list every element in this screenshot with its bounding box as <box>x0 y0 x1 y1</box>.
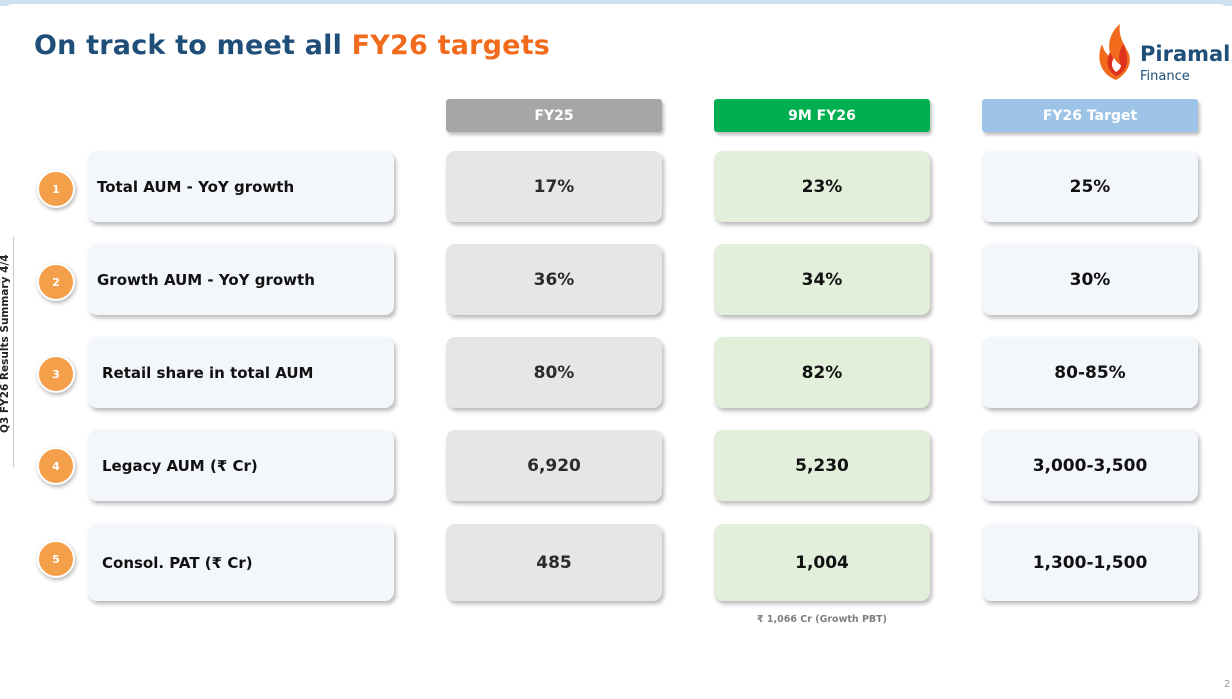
piramal-flame-icon <box>1099 24 1130 80</box>
fy25-value: 6,920 <box>446 430 662 501</box>
row-number-badge: 3 <box>37 355 75 393</box>
side-divider <box>13 237 14 467</box>
piramal-logo: Piramal Finance <box>1094 22 1232 86</box>
row-number-badge: 5 <box>37 540 75 578</box>
fy26-target-value: 3,000-3,500 <box>982 430 1198 501</box>
row-label: Total AUM - YoY growth <box>88 151 394 222</box>
column-header-9m-fy26: 9M FY26 <box>714 99 930 132</box>
title-main: On track to meet all <box>34 30 352 61</box>
fy26-target-value: 80-85% <box>982 337 1198 408</box>
logo-name: Piramal <box>1140 42 1231 66</box>
fy25-value: 80% <box>446 337 662 408</box>
9m-fy26-value: 82% <box>714 337 930 408</box>
row-label: Retail share in total AUM <box>88 337 394 408</box>
title-accent: FY26 targets <box>351 30 551 61</box>
side-section-label: Q3 FY26 Results Summary 4/4 <box>0 254 11 433</box>
9m-fy26-value: 34% <box>714 244 930 315</box>
footnote: ₹ 1,066 Cr (Growth PBT) <box>756 614 887 625</box>
9m-fy26-value: 5,230 <box>714 430 930 501</box>
page-title: On track to meet all FY26 targets <box>34 30 550 61</box>
column-header-fy26-target: FY26 Target <box>982 99 1198 132</box>
fy25-value: 36% <box>446 244 662 315</box>
row-label: Legacy AUM (₹ Cr) <box>88 430 394 501</box>
fy26-target-value: 1,300-1,500 <box>982 524 1198 601</box>
fy25-value: 17% <box>446 151 662 222</box>
9m-fy26-value: 1,004 <box>714 524 930 601</box>
page-number: 2 <box>1224 679 1231 690</box>
column-header-fy25: FY25 <box>446 99 662 132</box>
fy25-value: 485 <box>446 524 662 601</box>
fy26-target-value: 25% <box>982 151 1198 222</box>
row-label: Consol. PAT (₹ Cr) <box>88 524 394 601</box>
row-number-badge: 4 <box>37 447 75 485</box>
fy26-target-value: 30% <box>982 244 1198 315</box>
row-label: Growth AUM - YoY growth <box>88 244 394 315</box>
logo-subtitle: Finance <box>1140 69 1190 84</box>
row-number-badge: 1 <box>37 170 75 208</box>
top-accent-bar <box>0 0 1232 6</box>
9m-fy26-value: 23% <box>714 151 930 222</box>
row-number-badge: 2 <box>37 263 75 301</box>
